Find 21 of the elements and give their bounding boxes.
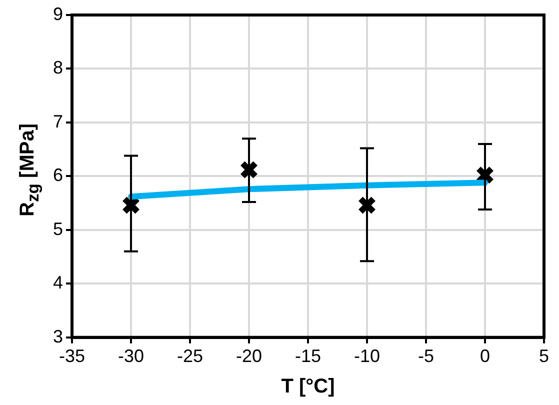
x-tick-label: -5 [418, 346, 434, 366]
y-tick-label: 4 [52, 272, 64, 293]
x-tick-label: -10 [354, 346, 380, 366]
x-tick-label: -25 [177, 346, 204, 366]
point [240, 160, 258, 180]
x-tick-label: -35 [59, 346, 86, 366]
y-tick-label: 9 [52, 4, 64, 24]
x-tick-label: -30 [118, 346, 144, 366]
x-tick-label: -15 [295, 346, 322, 366]
y-tick-label: 6 [52, 165, 64, 186]
y-tick-label: 3 [52, 326, 64, 346]
y-tick-label: 7 [52, 111, 64, 132]
point [358, 196, 376, 215]
x-tick-label: 5 [538, 346, 550, 366]
x-axis-title: T [°C] [281, 376, 335, 398]
point [122, 196, 140, 215]
x-tick-label: 0 [480, 346, 490, 366]
y-tick-label: 5 [52, 218, 64, 239]
y-tick-label: 8 [52, 58, 64, 78]
point [476, 166, 494, 184]
x-tick-label: -20 [236, 346, 262, 366]
